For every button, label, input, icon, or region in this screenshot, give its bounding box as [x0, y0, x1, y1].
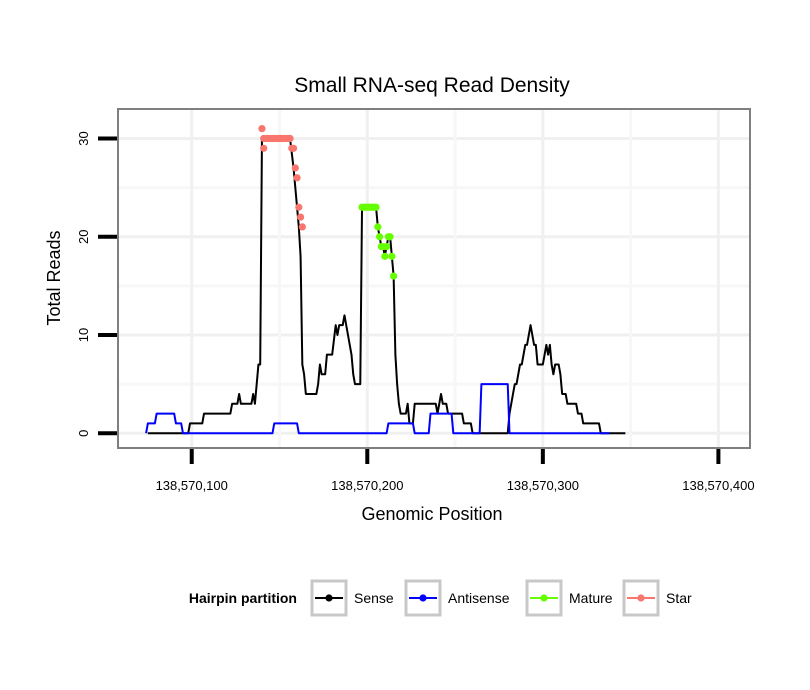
series-line-antisense — [145, 383, 610, 435]
y-tick-label: 30 — [76, 131, 91, 145]
y-tick-label: 0 — [76, 430, 91, 437]
series-points — [258, 125, 398, 280]
data-point-star — [258, 125, 266, 133]
legend-key-dot — [637, 594, 645, 602]
data-point-mature — [372, 203, 380, 211]
legend-item-antisense: Antisense — [404, 579, 510, 617]
legend-title: Hairpin partition — [189, 590, 297, 606]
data-point-mature — [388, 252, 396, 260]
y-axis-title: Total Reads — [44, 230, 64, 325]
data-point-mature — [390, 272, 398, 280]
y-axis: 0 10 20 30 — [76, 131, 117, 437]
legend-item-mature: Mature — [525, 579, 613, 617]
data-point-star — [293, 174, 301, 182]
data-point-star — [295, 203, 303, 211]
series-lines — [145, 137, 626, 435]
legend-label: Sense — [354, 590, 394, 606]
data-point-star — [296, 213, 305, 221]
x-axis: 138,570,100 138,570,200 138,570,300 138,570… — [156, 449, 755, 493]
data-point-star — [286, 134, 294, 143]
plot-background — [118, 109, 750, 448]
data-point-star — [298, 223, 306, 231]
legend: Hairpin partition Sense Antisense Mature St… — [189, 579, 692, 617]
legend-key-dot — [419, 594, 427, 602]
x-axis-title: Genomic Position — [361, 504, 502, 524]
legend-label: Antisense — [448, 590, 510, 606]
data-point-mature — [386, 233, 394, 241]
data-point-mature — [381, 252, 389, 260]
x-tick-label: 138,570,300 — [507, 478, 579, 493]
legend-label: Mature — [569, 590, 613, 606]
y-tick-label: 10 — [76, 328, 91, 342]
data-point-star — [291, 164, 299, 172]
data-point-mature — [374, 223, 382, 231]
data-point-mature — [383, 242, 391, 251]
legend-item-star: Star — [622, 579, 692, 617]
legend-item-sense: Sense — [310, 579, 394, 617]
legend-key-dot — [540, 594, 548, 602]
plot-panel — [117, 108, 751, 449]
x-tick-label: 138,570,100 — [156, 478, 228, 493]
y-tick-label: 20 — [76, 230, 91, 244]
plot-border — [117, 108, 751, 449]
chart-title: Small RNA-seq Read Density — [294, 74, 570, 97]
legend-label: Star — [666, 590, 692, 606]
x-tick-label: 138,570,400 — [682, 478, 754, 493]
data-point-star — [289, 144, 298, 152]
data-point-mature — [375, 233, 384, 241]
x-tick-label: 138,570,200 — [331, 478, 403, 493]
data-point-star — [260, 144, 268, 152]
legend-key-dot — [325, 594, 333, 602]
grid-lines — [118, 109, 750, 448]
series-line-sense — [147, 137, 626, 435]
